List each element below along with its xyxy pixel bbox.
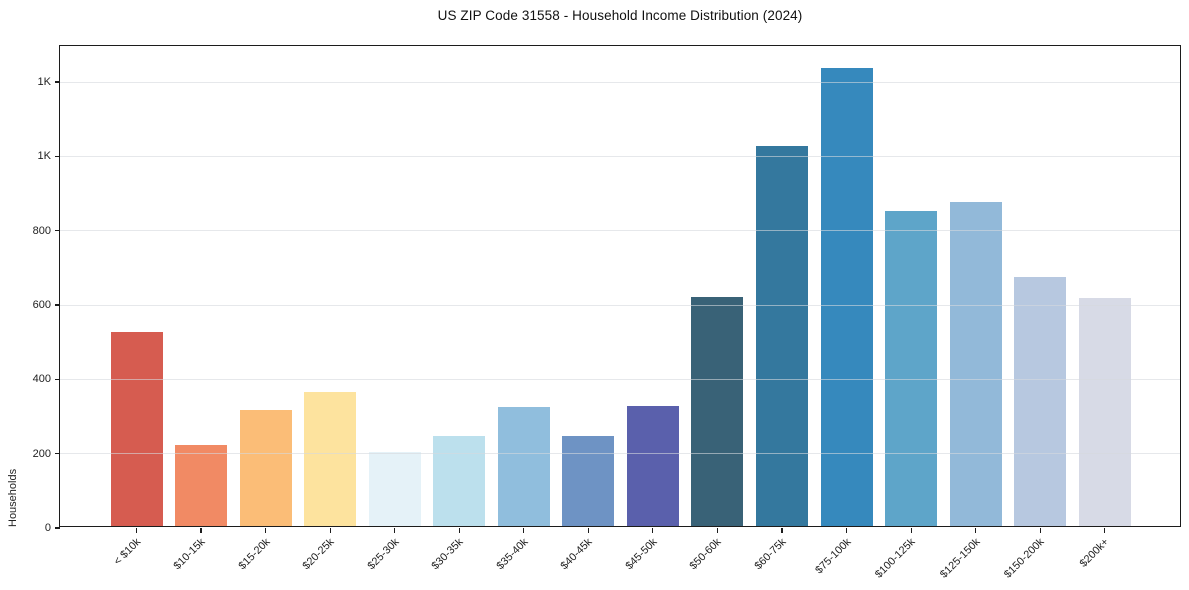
x-tick-mark bbox=[716, 528, 719, 533]
x-tick-label: $200k+ bbox=[1077, 536, 1112, 570]
income-bar bbox=[1078, 297, 1131, 526]
x-tick-mark bbox=[329, 528, 331, 533]
x-tick-label: < $10k bbox=[111, 536, 143, 568]
x-tick-mark bbox=[265, 528, 267, 533]
y-tick-label: 1K bbox=[37, 150, 51, 163]
plot-area: < $10k $10-15k $15-20k $20-25k $25-30k $30-35… bbox=[33, 45, 1181, 581]
y-tick-label: 600 bbox=[32, 299, 51, 312]
y-tick-mark bbox=[55, 230, 60, 232]
x-tick-mark bbox=[781, 528, 783, 533]
chart-title: US ZIP Code 31558 - Household Income Dis… bbox=[437, 8, 803, 23]
y-axis-label: Households bbox=[7, 468, 19, 527]
x-tick-mark bbox=[652, 528, 654, 533]
x-tick-label: $75-100k bbox=[812, 536, 854, 577]
income-bar bbox=[497, 407, 550, 526]
y-tick-label: 0 bbox=[44, 522, 51, 534]
income-bar bbox=[1014, 277, 1067, 526]
y-gridline bbox=[60, 230, 1180, 232]
x-tick-label: $60-75k bbox=[752, 536, 789, 573]
y-gridline bbox=[60, 453, 1180, 455]
y-tick-label: 1K bbox=[37, 76, 51, 89]
y-tick-label: 200 bbox=[32, 447, 51, 460]
x-tick-label: $150-200k bbox=[1002, 536, 1047, 581]
y-tick-mark bbox=[55, 527, 60, 529]
x-tick-label: $50-60k bbox=[687, 536, 724, 573]
x-tick-label: $25-30k bbox=[365, 536, 402, 573]
x-tick-mark bbox=[1039, 528, 1041, 533]
y-tick-mark bbox=[55, 81, 60, 83]
x-tick-label: $100-125k bbox=[873, 536, 918, 581]
income-bar bbox=[691, 297, 744, 526]
y-tick-mark bbox=[55, 453, 60, 455]
x-tick-mark bbox=[458, 528, 460, 533]
income-bar bbox=[239, 410, 292, 526]
y-tick-label: 800 bbox=[32, 224, 51, 237]
y-gridline bbox=[60, 81, 1180, 83]
x-tick-mark bbox=[1104, 528, 1106, 533]
income-bar bbox=[820, 67, 873, 526]
y-tick-label: 400 bbox=[32, 373, 51, 386]
x-tick-mark bbox=[910, 528, 912, 533]
income-bar bbox=[175, 445, 228, 526]
y-tick-mark bbox=[55, 378, 60, 380]
y-gridline bbox=[60, 378, 1180, 380]
x-tick-mark bbox=[523, 528, 525, 533]
income-bar bbox=[433, 436, 486, 526]
x-tick-label: $35-40k bbox=[494, 536, 531, 573]
income-bar bbox=[756, 145, 808, 526]
x-tick-label: $45-50k bbox=[623, 536, 660, 573]
x-tick-label: $125-150k bbox=[937, 536, 983, 581]
x-tick-mark bbox=[200, 528, 202, 533]
x-tick-label: $40-45k bbox=[558, 536, 595, 573]
y-tick-mark bbox=[55, 155, 60, 157]
income-bar bbox=[562, 436, 615, 526]
x-tick-mark bbox=[975, 528, 977, 533]
y-gridline bbox=[60, 304, 1180, 306]
income-bar bbox=[626, 406, 679, 526]
x-tick-mark bbox=[845, 528, 848, 533]
income-bar bbox=[110, 332, 163, 526]
x-tick-label: $30-35k bbox=[429, 536, 466, 573]
income-bar bbox=[949, 202, 1002, 526]
x-tick-mark bbox=[587, 528, 589, 533]
x-tick-label: $10-15k bbox=[171, 536, 208, 573]
income-bar bbox=[368, 452, 421, 526]
y-gridline bbox=[60, 155, 1180, 157]
x-tick-mark bbox=[394, 528, 396, 533]
x-tick-label: $15-20k bbox=[236, 536, 273, 573]
y-tick-mark bbox=[55, 304, 60, 306]
x-tick-label: $20-25k bbox=[300, 536, 337, 573]
income-bar bbox=[885, 210, 938, 526]
income-bar bbox=[304, 392, 357, 526]
x-tick-mark bbox=[135, 528, 138, 533]
